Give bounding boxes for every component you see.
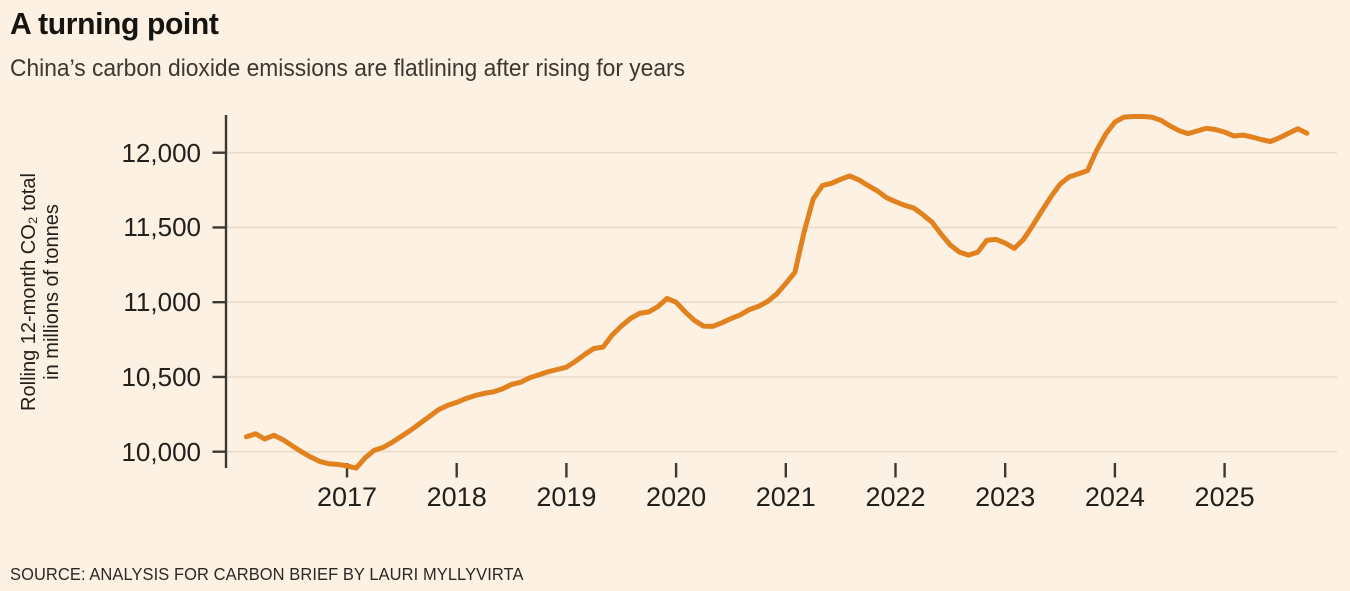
x-tick-label: 2022 <box>865 482 926 512</box>
source-note: SOURCE: ANALYSIS FOR CARBON BRIEF BY LAU… <box>10 564 524 584</box>
x-tick-label: 2017 <box>316 482 378 512</box>
chart-title: A turning point <box>10 6 219 41</box>
x-tick-label: 2019 <box>536 482 597 512</box>
y-tick-label: 10,000 <box>121 436 201 467</box>
y-tick-label: 11,500 <box>123 212 201 243</box>
x-tick-label: 2025 <box>1194 482 1255 512</box>
y-tick-label: 11,000 <box>123 287 201 318</box>
x-tick-label: 2020 <box>646 482 707 512</box>
chart-subtitle: China’s carbon dioxide emissions are fla… <box>10 55 686 82</box>
x-tick-label: 2023 <box>975 482 1036 512</box>
x-tick-label: 2021 <box>755 482 816 512</box>
y-tick-label: 10,500 <box>121 361 201 392</box>
emissions-line <box>243 114 1310 471</box>
x-tick-label: 2018 <box>426 482 487 512</box>
x-tick-label: 2024 <box>1084 482 1145 512</box>
y-tick-label: 12,000 <box>121 137 201 168</box>
